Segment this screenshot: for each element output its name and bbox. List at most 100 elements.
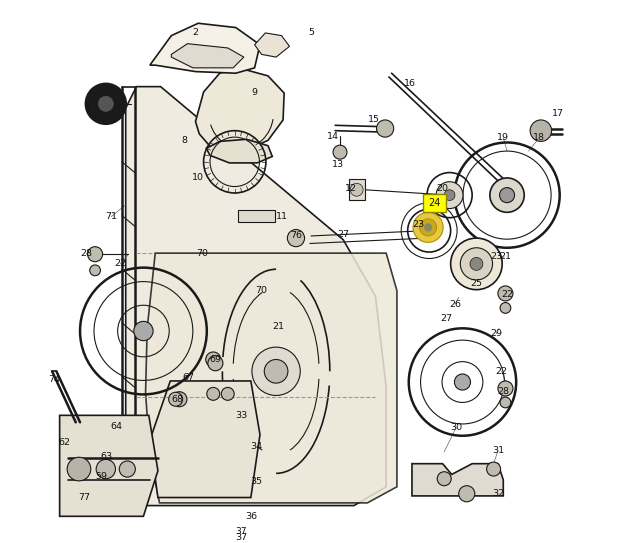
- Circle shape: [458, 485, 475, 502]
- Circle shape: [169, 392, 183, 406]
- Circle shape: [500, 397, 511, 408]
- Text: 70: 70: [256, 286, 267, 295]
- Circle shape: [444, 190, 455, 200]
- Circle shape: [350, 184, 363, 196]
- Circle shape: [436, 182, 463, 209]
- Polygon shape: [412, 464, 503, 496]
- Text: 26: 26: [449, 300, 461, 308]
- Text: 2: 2: [193, 28, 198, 37]
- Circle shape: [424, 224, 432, 231]
- Circle shape: [376, 120, 394, 137]
- Text: 59: 59: [96, 471, 108, 481]
- Circle shape: [530, 120, 552, 141]
- Polygon shape: [150, 381, 260, 497]
- Text: 17: 17: [552, 109, 564, 118]
- Text: 22: 22: [496, 367, 508, 376]
- Text: 22: 22: [501, 290, 513, 299]
- Circle shape: [413, 212, 443, 242]
- Text: 25: 25: [470, 279, 483, 288]
- Text: 70: 70: [197, 249, 208, 257]
- Text: 23: 23: [490, 252, 503, 261]
- Text: 24: 24: [429, 198, 441, 208]
- Circle shape: [460, 248, 493, 280]
- Circle shape: [207, 387, 220, 400]
- Text: 76: 76: [290, 231, 302, 241]
- Polygon shape: [60, 415, 158, 516]
- Circle shape: [119, 461, 136, 477]
- Text: 14: 14: [327, 131, 338, 141]
- Text: 22: 22: [114, 260, 126, 268]
- Circle shape: [500, 302, 511, 313]
- Circle shape: [451, 238, 502, 289]
- Circle shape: [287, 230, 305, 247]
- Text: 28: 28: [80, 249, 93, 257]
- Text: 21: 21: [273, 322, 285, 331]
- Text: 1: 1: [85, 101, 91, 110]
- Text: 31: 31: [492, 446, 504, 455]
- Text: 69: 69: [210, 355, 221, 364]
- Circle shape: [252, 347, 300, 395]
- Circle shape: [221, 387, 234, 400]
- Text: 62: 62: [58, 438, 70, 447]
- Circle shape: [264, 359, 288, 383]
- Circle shape: [498, 286, 513, 301]
- FancyBboxPatch shape: [238, 210, 275, 222]
- Text: 63: 63: [101, 452, 113, 460]
- Text: 15: 15: [368, 116, 381, 124]
- Text: 20: 20: [437, 184, 448, 193]
- Polygon shape: [254, 33, 289, 57]
- Circle shape: [419, 219, 437, 236]
- Text: 37: 37: [235, 533, 247, 542]
- Text: 10: 10: [192, 173, 204, 182]
- Text: 16: 16: [404, 79, 416, 89]
- Circle shape: [90, 265, 100, 276]
- Text: 74: 74: [49, 375, 60, 384]
- Text: 27: 27: [337, 230, 349, 239]
- Text: 71: 71: [105, 212, 117, 221]
- Text: 34: 34: [250, 442, 262, 451]
- Circle shape: [333, 145, 347, 159]
- Circle shape: [490, 178, 524, 212]
- Polygon shape: [126, 87, 386, 506]
- Polygon shape: [171, 43, 244, 68]
- Text: 68: 68: [172, 395, 183, 404]
- Circle shape: [172, 392, 187, 407]
- Text: 35: 35: [250, 477, 262, 486]
- Circle shape: [206, 352, 221, 367]
- Text: 13: 13: [332, 160, 344, 169]
- Text: 30: 30: [450, 423, 462, 432]
- Circle shape: [98, 96, 113, 111]
- Circle shape: [88, 247, 103, 262]
- Circle shape: [499, 188, 514, 203]
- Text: 37: 37: [235, 527, 247, 536]
- Text: 29: 29: [490, 329, 503, 338]
- Text: 21: 21: [499, 252, 511, 261]
- Text: 5: 5: [308, 28, 314, 37]
- Polygon shape: [150, 23, 260, 73]
- Text: 19: 19: [497, 133, 509, 142]
- Text: 8: 8: [182, 136, 188, 145]
- Text: 77: 77: [78, 493, 90, 502]
- Polygon shape: [348, 179, 364, 200]
- Circle shape: [498, 381, 513, 396]
- Text: 67: 67: [182, 373, 195, 382]
- Text: 23: 23: [412, 220, 424, 229]
- Circle shape: [134, 321, 153, 340]
- Text: 18: 18: [533, 133, 545, 142]
- Circle shape: [470, 257, 483, 270]
- Text: 12: 12: [345, 184, 357, 193]
- Text: 28: 28: [497, 387, 509, 396]
- Circle shape: [437, 472, 451, 485]
- Circle shape: [208, 356, 223, 371]
- Circle shape: [486, 462, 501, 476]
- Text: 64: 64: [111, 421, 123, 431]
- Circle shape: [67, 457, 91, 481]
- Text: 9: 9: [252, 87, 258, 97]
- Text: 33: 33: [235, 411, 248, 420]
- FancyBboxPatch shape: [423, 194, 447, 212]
- Polygon shape: [207, 139, 272, 163]
- Text: 27: 27: [440, 314, 452, 323]
- Text: 32: 32: [492, 489, 504, 498]
- Text: 36: 36: [245, 512, 257, 521]
- Polygon shape: [146, 253, 397, 503]
